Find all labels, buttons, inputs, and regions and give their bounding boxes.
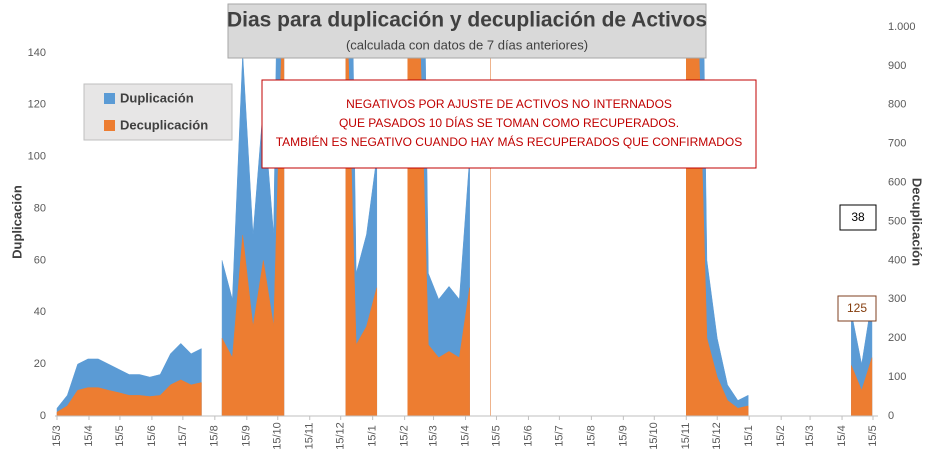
x-tick-label: 15/3 — [804, 425, 816, 446]
y-tick-label: 100 — [28, 151, 46, 163]
x-tick-label: 15/4 — [459, 425, 471, 446]
y2-tick-label: 1.000 — [888, 21, 916, 33]
y-tick-label: 40 — [34, 306, 46, 318]
y2-tick-label: 800 — [888, 99, 906, 111]
x-tick-label: 15/9 — [617, 425, 629, 446]
data-label-box — [837, 295, 877, 322]
x-tick-label: 15/10 — [272, 422, 284, 450]
y2-tick-label: 0 — [888, 410, 894, 422]
x-tick-label: 15/5 — [114, 425, 126, 446]
y2-tick-label: 200 — [888, 332, 906, 344]
y2-tick-label: 600 — [888, 177, 906, 189]
x-tick-label: 15/7 — [177, 425, 189, 446]
x-tick-label: 15/2 — [775, 425, 787, 446]
x-tick-label: 15/4 — [836, 425, 848, 446]
x-tick-label: 15/11 — [304, 423, 316, 450]
x-tick-label: 15/7 — [553, 425, 565, 446]
y2-tick-label: 300 — [888, 293, 906, 305]
y-tick-label: 0 — [40, 410, 46, 422]
data-label: 125 — [847, 301, 867, 315]
x-tick-label: 15/9 — [241, 425, 253, 446]
annotation: NEGATIVOS POR AJUSTE DE ACTIVOS NO INTER… — [346, 97, 672, 111]
x-tick-label: 15/4 — [83, 425, 95, 446]
y2-tick-label: 900 — [888, 60, 906, 72]
plot-area — [56, 27, 873, 416]
data-label-box — [839, 204, 877, 231]
chart-subtitle: (calculada con datos de 7 días anteriore… — [346, 37, 588, 52]
x-tick-label: 15/3 — [51, 425, 63, 446]
y-axis-title: Duplicación — [9, 185, 24, 259]
annotation: QUE PASADOS 10 DÍAS SE TOMAN COMO RECUPE… — [339, 115, 679, 130]
y2-axis-title: Decuplicación — [910, 178, 925, 266]
y2-tick-label: 400 — [888, 254, 906, 266]
y2-tick-label: 500 — [888, 215, 906, 227]
x-tick-label: 15/12 — [335, 422, 347, 450]
x-tick-label: 15/5 — [867, 425, 879, 446]
x-tick-label: 15/2 — [399, 425, 411, 446]
x-tick-label: 15/3 — [427, 425, 439, 446]
x-tick-label: 15/11 — [680, 423, 692, 450]
y-tick-label: 80 — [34, 202, 46, 214]
x-tick-label: 15/6 — [146, 425, 158, 446]
y-tick-label: 140 — [28, 47, 46, 59]
y-tick-label: 20 — [34, 358, 46, 370]
y-tick-label: 60 — [34, 254, 46, 266]
area-series — [56, 27, 873, 416]
data-label: 38 — [851, 210, 865, 224]
x-tick-label: 15/1 — [367, 425, 379, 446]
title-box — [227, 3, 707, 59]
x-tick-label: 15/6 — [522, 425, 534, 446]
x-tick-label: 15/8 — [585, 425, 597, 446]
legend-label: Decuplicación — [120, 117, 208, 132]
y-tick-label: 120 — [28, 99, 46, 111]
legend-swatch — [104, 120, 115, 131]
annotation: TAMBIÉN ES NEGATIVO CUANDO HAY MÁS RECUP… — [276, 134, 743, 149]
x-tick-label: 15/8 — [209, 425, 221, 446]
legend-swatch — [104, 93, 115, 104]
legend-label: Duplicación — [120, 90, 194, 105]
x-tick-label: 15/1 — [743, 425, 755, 446]
x-tick-label: 15/12 — [711, 422, 723, 450]
chart-title: Dias para duplicación y decupliación de … — [227, 9, 707, 32]
x-tick-label: 15/5 — [490, 425, 502, 446]
y2-tick-label: 700 — [888, 138, 906, 150]
y2-tick-label: 100 — [888, 371, 906, 383]
annotation-box — [261, 79, 757, 169]
x-tick-label: 15/10 — [648, 422, 660, 450]
